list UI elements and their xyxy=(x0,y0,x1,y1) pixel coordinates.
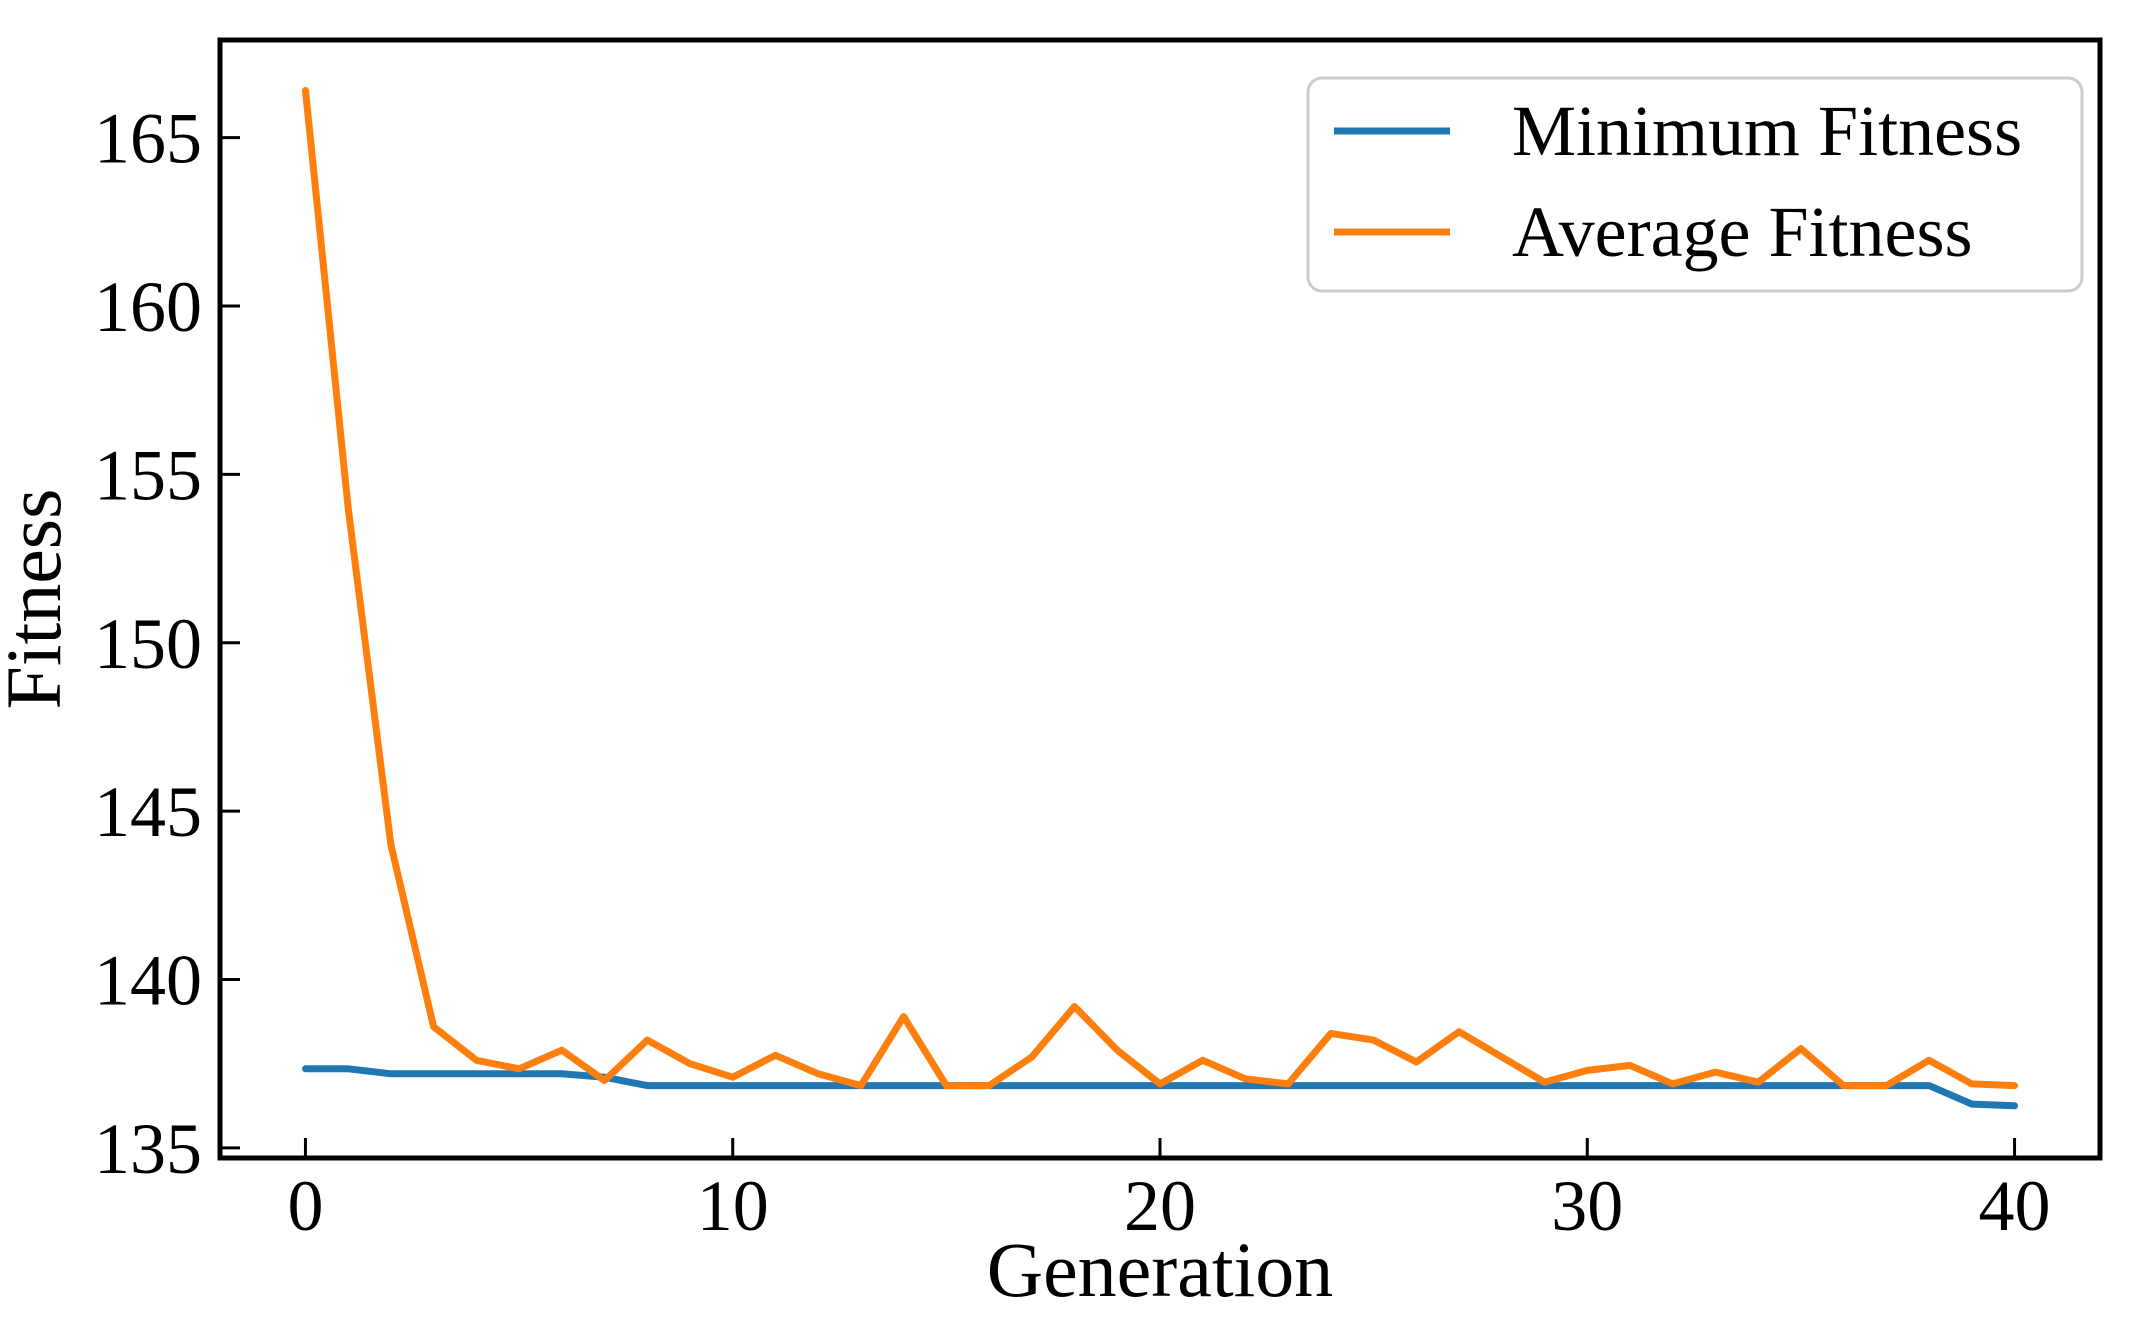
y-axis-label: Fitness xyxy=(0,488,77,709)
legend-box xyxy=(1306,76,2084,293)
legend: Minimum Fitness Average Fitness xyxy=(1306,76,2084,293)
legend-label-average-fitness: Average Fitness xyxy=(1512,192,1973,272)
x-tick-label: 0 xyxy=(287,1166,323,1246)
legend-label-minimum-fitness: Minimum Fitness xyxy=(1512,91,2022,171)
average-fitness-line xyxy=(302,87,2018,1090)
y-tick-label: 140 xyxy=(94,941,202,1021)
y-tick-label: 135 xyxy=(94,1109,202,1189)
y-tick-label: 160 xyxy=(94,267,202,347)
x-tick-label: 10 xyxy=(697,1166,769,1246)
series-lines xyxy=(302,87,2018,1110)
axis-ticks: 0 10 20 30 40 135 140 145 150 155 160 165 xyxy=(94,99,2051,1246)
x-tick-label: 30 xyxy=(1551,1166,1623,1246)
y-tick-label: 145 xyxy=(94,772,202,852)
y-tick-label: 155 xyxy=(94,435,202,515)
y-tick-label: 165 xyxy=(94,99,202,179)
x-axis-label: Generation xyxy=(987,1226,1334,1313)
x-tick-label: 40 xyxy=(1979,1166,2051,1246)
y-tick-label: 150 xyxy=(94,604,202,684)
x-tick-label: 20 xyxy=(1124,1166,1196,1246)
